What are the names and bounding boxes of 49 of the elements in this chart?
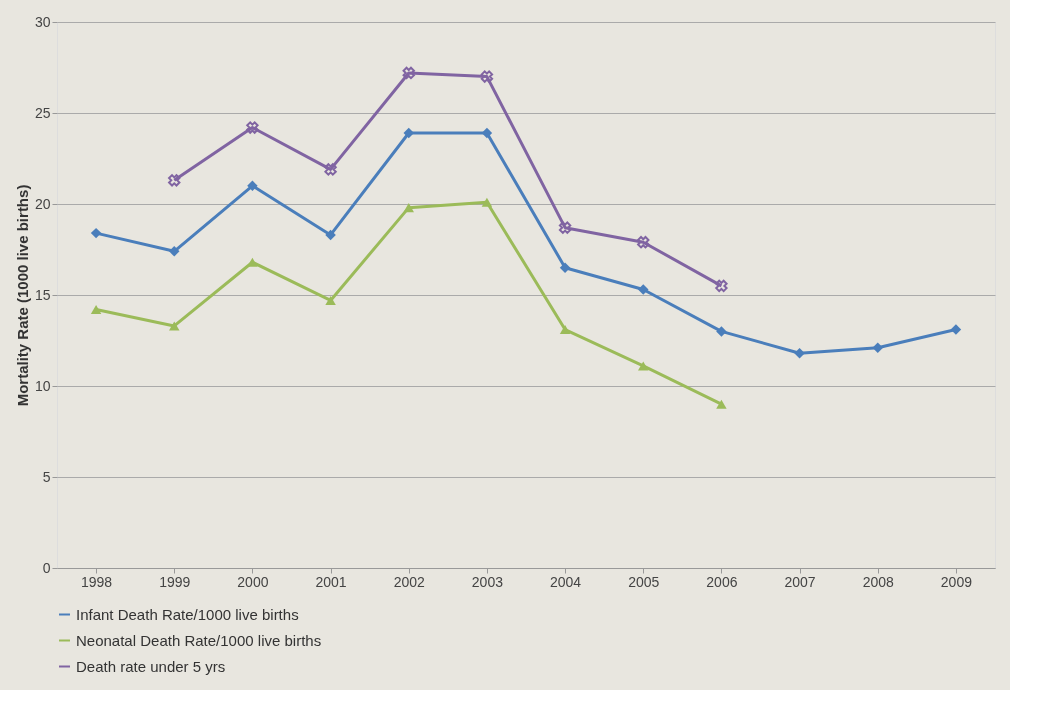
x-tick-label: 1999 bbox=[159, 573, 191, 590]
point bbox=[481, 197, 493, 207]
point bbox=[90, 305, 102, 315]
x-tick-label: 2001 bbox=[315, 573, 347, 590]
point bbox=[638, 284, 649, 295]
y-tick-label: 0 bbox=[42, 559, 51, 576]
y-tick-label: 20 bbox=[34, 195, 51, 212]
point bbox=[872, 342, 883, 354]
point bbox=[559, 262, 571, 273]
point bbox=[950, 324, 962, 335]
point bbox=[403, 203, 414, 213]
point bbox=[247, 180, 258, 192]
point bbox=[324, 163, 337, 176]
legend-label: Death rate under 5 yrs bbox=[76, 657, 226, 675]
point bbox=[169, 246, 180, 257]
x-tick-label: 2007 bbox=[784, 573, 816, 590]
x-tick-label: 2008 bbox=[862, 573, 895, 590]
point bbox=[325, 229, 336, 241]
point bbox=[716, 399, 727, 409]
y-tick-label: 30 bbox=[34, 13, 51, 30]
legend-label: Infant Death Rate/1000 live births bbox=[76, 605, 299, 623]
point bbox=[716, 326, 727, 337]
x-tick-label: 1998 bbox=[81, 573, 113, 590]
x-tick-label: 2009 bbox=[940, 573, 973, 590]
point bbox=[168, 174, 181, 187]
point bbox=[480, 70, 494, 83]
point bbox=[715, 279, 728, 293]
x-tick-label: 2004 bbox=[550, 573, 582, 590]
point bbox=[794, 348, 805, 359]
point bbox=[559, 325, 571, 335]
point bbox=[246, 121, 259, 134]
point bbox=[402, 66, 415, 80]
x-tick-label: 2006 bbox=[706, 573, 738, 590]
x-tick-label: 2003 bbox=[471, 573, 504, 590]
point bbox=[558, 221, 572, 234]
x-tick-label: 2000 bbox=[237, 573, 269, 590]
y-tick-label: 15 bbox=[34, 286, 51, 303]
point bbox=[403, 127, 414, 139]
point bbox=[90, 227, 102, 239]
point bbox=[325, 295, 336, 305]
legend-label: Neonatal Death Rate/1000 live births bbox=[76, 631, 322, 649]
y-tick-label: 10 bbox=[34, 377, 51, 394]
x-tick-label: 2005 bbox=[628, 573, 660, 590]
point bbox=[637, 236, 650, 249]
y-tick-label: 25 bbox=[34, 104, 51, 121]
point bbox=[638, 361, 649, 371]
x-tick-label: 2002 bbox=[393, 573, 426, 590]
y-axis-title: Mortality Rate (1000 live births) bbox=[13, 184, 31, 407]
y-tick-label: 5 bbox=[42, 468, 51, 485]
